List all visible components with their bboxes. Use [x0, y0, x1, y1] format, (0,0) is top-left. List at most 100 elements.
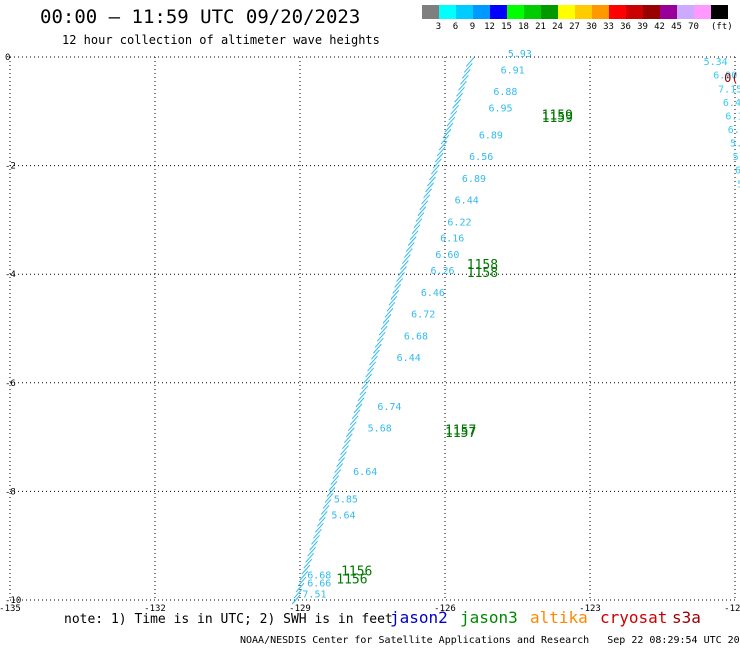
right-track-value-label: 6.45 [723, 98, 740, 109]
track-tick [388, 296, 398, 306]
track-tick [361, 379, 371, 390]
right-track-value-label: 5.87 [733, 152, 740, 163]
legend-label: 45 [671, 22, 682, 32]
right-track-value-label: 5.49 [737, 179, 740, 190]
legend-label: 39 [637, 22, 648, 32]
track-tick [378, 325, 388, 336]
track-tick [293, 588, 303, 599]
track-tick [446, 116, 456, 127]
track-tick [376, 331, 386, 342]
track-tick [382, 313, 392, 324]
legend-swatch [609, 5, 626, 19]
legend-swatch [439, 5, 456, 19]
track-tick [392, 284, 402, 294]
y-tick-label: 0 [5, 53, 10, 63]
time-label: 1158 [467, 266, 498, 281]
track-tick [359, 385, 369, 396]
track-value-label: 5.64 [331, 511, 355, 522]
time-label: 1157 [445, 423, 476, 438]
right-track-value-label: 5.34 [704, 57, 728, 68]
track-tick [343, 433, 353, 444]
track-tick [411, 224, 421, 235]
right-track-value-label: 6.13 [725, 111, 740, 122]
edge-time-label: 0( [724, 71, 738, 85]
legend-swatch [575, 5, 592, 19]
legend-label: 42 [654, 22, 665, 32]
track-tick [423, 188, 433, 199]
legend-label: 27 [569, 22, 580, 32]
time-label: 1158 [467, 258, 498, 273]
note-text: note: 1) Time is in UTC; 2) SWH is in fe… [64, 612, 393, 627]
track-tick [398, 266, 407, 276]
track-tick [401, 254, 411, 264]
track-value-label: 6.72 [411, 310, 435, 321]
right-track-value-label: 6.90 [713, 71, 737, 82]
track-value-label: 6.68 [404, 331, 428, 342]
track-tick [419, 200, 429, 211]
track-tick [351, 409, 361, 420]
legend-swatch [592, 5, 609, 19]
track-tick [372, 343, 382, 354]
legend-swatch [541, 5, 558, 19]
track-tick [400, 260, 409, 270]
legend-unit: (ft) [711, 22, 733, 32]
track-value-label: 6.89 [462, 174, 486, 185]
y-tick-label: -6 [5, 379, 16, 389]
track-value-label: 6.91 [501, 65, 525, 76]
chart-title: 00:00 – 11:59 UTC 09/20/2023 [40, 6, 361, 28]
track-value-label: 6.95 [489, 103, 513, 114]
legend-s3a: s3a [672, 608, 701, 627]
track-value-label: 6.88 [493, 87, 517, 98]
track-tick [430, 164, 440, 175]
time-label: 1159 [542, 111, 573, 126]
track-tick [355, 397, 365, 408]
right-track-value-label: 6.77 [735, 166, 740, 177]
track-value-label: 5.93 [508, 49, 532, 60]
track-tick [436, 146, 446, 157]
track-tick [314, 522, 324, 533]
track-tick [299, 570, 309, 581]
track-tick [454, 92, 463, 103]
track-tick [326, 487, 336, 497]
track-tick [357, 391, 367, 402]
track-tick [330, 475, 340, 485]
legend-swatch [558, 5, 575, 19]
track-tick [427, 176, 436, 187]
track-tick [452, 98, 462, 109]
y-tick-label: -4 [5, 270, 16, 280]
track-tick [434, 152, 444, 163]
track-value-label: 6.68 [307, 570, 331, 581]
track-tick [448, 110, 458, 121]
y-tick-label: -10 [5, 596, 21, 606]
track-tick [456, 86, 465, 97]
track-tick [432, 158, 442, 169]
track-tick [334, 463, 344, 473]
legend-swatch [694, 5, 711, 19]
track-tick [324, 493, 334, 503]
track-value-label: 6.26 [431, 266, 455, 277]
track-tick [320, 505, 330, 515]
track-value-label: 7.51 [302, 589, 326, 600]
legend-swatch [490, 5, 507, 19]
track-tick [309, 540, 318, 551]
track-tick [316, 517, 326, 527]
legend-label: 21 [535, 22, 546, 32]
track-value-label: 6.56 [469, 152, 493, 163]
right-track-value-label: 6.82 [728, 125, 740, 136]
color-legend: 3 6 9 12 15 18 21 24 27 30 33 36 39 42 4… [422, 5, 733, 33]
track-tick [365, 367, 375, 378]
y-tick-label: -8 [5, 487, 16, 497]
legend-label: 15 [501, 22, 512, 32]
track-value-label: 6.60 [435, 250, 459, 261]
track-tick [349, 415, 359, 426]
legend-label: 36 [620, 22, 631, 32]
track-tick [369, 355, 378, 366]
track-value-label: 6.89 [479, 130, 503, 141]
legend-label: 24 [552, 22, 563, 32]
legend-jason2: jason2 [390, 608, 448, 627]
track-tick [363, 373, 373, 384]
track-tick [421, 194, 431, 205]
legend-cryosat: cryosat [600, 608, 668, 627]
track-tick [303, 558, 313, 569]
legend-label: 70 [688, 22, 699, 32]
